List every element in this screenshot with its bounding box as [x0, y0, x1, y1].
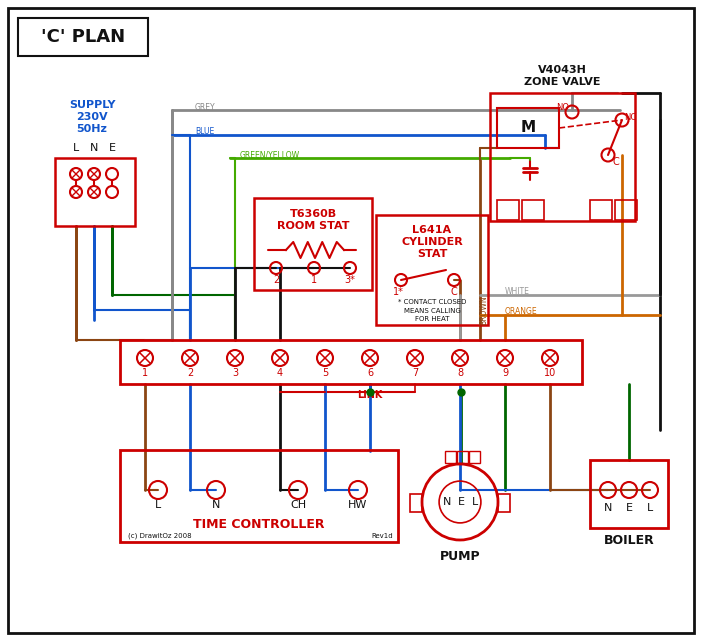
- Text: PUMP: PUMP: [439, 549, 480, 563]
- Text: N: N: [443, 497, 451, 507]
- Text: 3*: 3*: [345, 275, 355, 285]
- Text: N: N: [90, 143, 98, 153]
- Text: GREY: GREY: [195, 103, 216, 112]
- Bar: [445, 451, 456, 463]
- Text: MEANS CALLING: MEANS CALLING: [404, 308, 461, 314]
- Bar: [615, 200, 637, 220]
- Text: C: C: [613, 157, 619, 167]
- Text: E: E: [109, 143, 116, 153]
- Text: C: C: [451, 287, 458, 297]
- Text: TIME CONTROLLER: TIME CONTROLLER: [193, 519, 325, 531]
- Text: NC: NC: [624, 113, 636, 122]
- Text: 2: 2: [273, 275, 279, 285]
- Bar: [497, 108, 559, 148]
- Text: 7: 7: [412, 368, 418, 378]
- Text: ROOM STAT: ROOM STAT: [277, 221, 350, 231]
- Text: Rev1d: Rev1d: [371, 533, 393, 539]
- Bar: [55, 158, 135, 226]
- Bar: [590, 460, 668, 528]
- Text: E: E: [458, 497, 465, 507]
- Text: 1: 1: [311, 275, 317, 285]
- Text: 5: 5: [322, 368, 328, 378]
- Text: L: L: [472, 497, 478, 507]
- Text: * CONTACT CLOSED: * CONTACT CLOSED: [398, 299, 466, 305]
- Text: M: M: [520, 121, 536, 135]
- Bar: [522, 200, 544, 220]
- Text: N: N: [604, 503, 612, 513]
- Text: N: N: [212, 500, 220, 510]
- Text: 2: 2: [187, 368, 193, 378]
- Text: STAT: STAT: [417, 249, 447, 259]
- Text: GREEN/YELLOW: GREEN/YELLOW: [240, 151, 300, 160]
- Text: L641A: L641A: [413, 225, 451, 235]
- Text: BLUE: BLUE: [195, 128, 214, 137]
- Bar: [497, 200, 519, 220]
- Bar: [590, 200, 612, 220]
- Bar: [490, 93, 635, 221]
- Bar: [18, 18, 148, 56]
- Text: HW: HW: [348, 500, 368, 510]
- Text: 6: 6: [367, 368, 373, 378]
- Text: L: L: [73, 143, 79, 153]
- Text: FOR HEAT: FOR HEAT: [415, 316, 449, 322]
- Bar: [376, 215, 488, 325]
- Text: 'C' PLAN: 'C' PLAN: [41, 28, 125, 46]
- Text: E: E: [625, 503, 633, 513]
- Text: L: L: [155, 500, 161, 510]
- Text: 3: 3: [232, 368, 238, 378]
- Bar: [120, 450, 398, 542]
- Bar: [498, 494, 510, 512]
- Bar: [410, 494, 422, 512]
- Text: L: L: [647, 503, 653, 513]
- Text: 1: 1: [142, 368, 148, 378]
- Text: BROWN: BROWN: [479, 296, 489, 325]
- Text: V4043H: V4043H: [538, 65, 586, 75]
- Text: 4: 4: [277, 368, 283, 378]
- Text: ZONE VALVE: ZONE VALVE: [524, 77, 600, 87]
- Text: LINK: LINK: [357, 390, 383, 400]
- Text: WHITE: WHITE: [505, 287, 530, 296]
- Bar: [254, 198, 372, 290]
- Text: ORANGE: ORANGE: [505, 306, 538, 315]
- Text: BOILER: BOILER: [604, 533, 654, 547]
- Text: 9: 9: [502, 368, 508, 378]
- Text: SUPPLY: SUPPLY: [69, 100, 115, 110]
- Text: 50Hz: 50Hz: [77, 124, 107, 134]
- Text: T6360B: T6360B: [289, 209, 336, 219]
- Bar: [457, 451, 468, 463]
- Text: (c) DrawitOz 2008: (c) DrawitOz 2008: [128, 533, 192, 539]
- Text: CH: CH: [290, 500, 306, 510]
- Text: 8: 8: [457, 368, 463, 378]
- Text: CYLINDER: CYLINDER: [401, 237, 463, 247]
- Bar: [120, 340, 582, 384]
- Text: 10: 10: [544, 368, 556, 378]
- Text: 1*: 1*: [392, 287, 404, 297]
- Text: NO: NO: [557, 103, 569, 113]
- Text: 230V: 230V: [77, 112, 108, 122]
- Bar: [469, 451, 480, 463]
